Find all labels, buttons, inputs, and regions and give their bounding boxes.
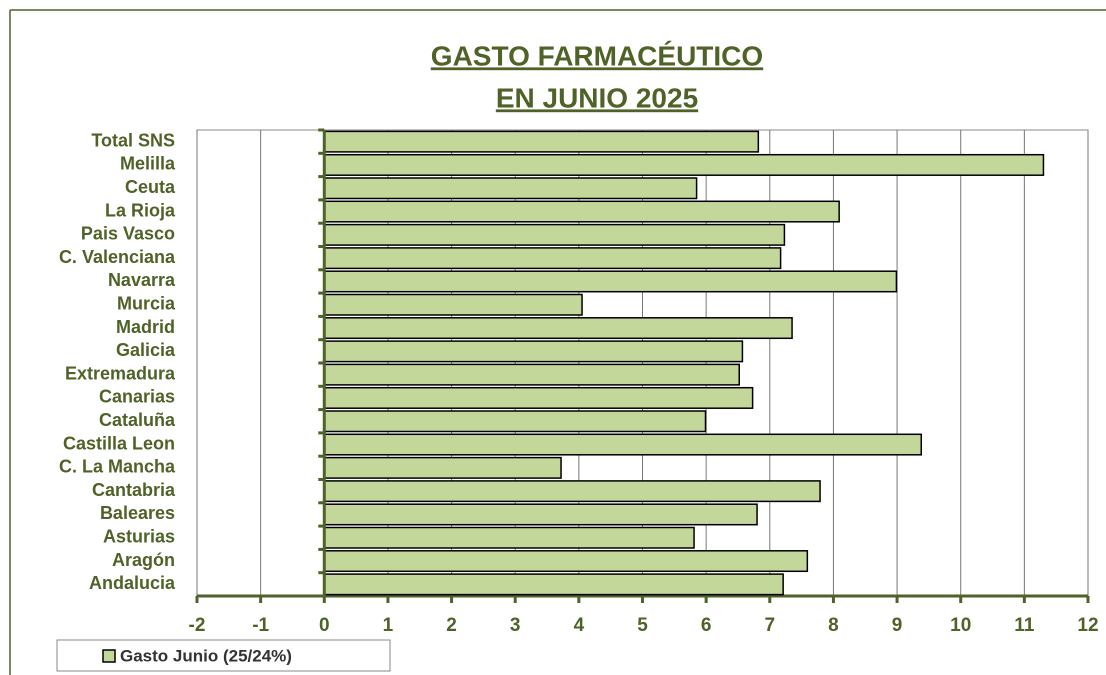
- y-tick-label: Galicia: [116, 340, 176, 360]
- legend-label: Gasto Junio (25/24%): [120, 646, 292, 665]
- bar: [323, 410, 707, 433]
- legend-swatch: [102, 649, 116, 663]
- y-tick-label: Extremadura: [65, 363, 176, 383]
- bar: [323, 340, 744, 363]
- y-tick-label: Pais Vasco: [81, 224, 175, 244]
- bar: [323, 247, 782, 270]
- y-tick-label: C. Valenciana: [59, 247, 176, 267]
- bar: [323, 386, 754, 409]
- bar: [323, 363, 740, 386]
- y-tick-label: Murcia: [117, 294, 176, 314]
- bar: [323, 177, 698, 200]
- y-tick-label: Cataluña: [99, 410, 176, 430]
- x-tick-label: 10: [950, 615, 971, 636]
- y-tick-label: Aragón: [112, 550, 175, 570]
- y-tick-label: Ceuta: [125, 177, 176, 197]
- x-tick-label: 7: [764, 615, 775, 636]
- bar: [323, 480, 821, 503]
- bar: [323, 503, 758, 526]
- chart-title: GASTO FARMACÉUTICO: [431, 40, 763, 71]
- y-tick-label: Melilla: [120, 154, 176, 174]
- bar: [323, 526, 695, 549]
- x-tick-label: 1: [383, 615, 394, 636]
- bar: [323, 456, 562, 479]
- x-tick-label: 4: [574, 615, 585, 636]
- y-tick-label: La Rioja: [105, 200, 176, 220]
- bar: [323, 573, 784, 596]
- bar: [323, 223, 786, 246]
- x-tick-label: -2: [189, 615, 206, 636]
- x-tick-label: 0: [319, 615, 330, 636]
- y-tick-label: Andalucia: [89, 573, 176, 593]
- y-tick-label: Asturias: [103, 527, 175, 547]
- x-tick-label: 8: [828, 615, 839, 636]
- y-tick-label: Cantabria: [92, 480, 176, 500]
- bar: [323, 130, 760, 153]
- y-tick-label: Baleares: [100, 503, 175, 523]
- bar: [323, 433, 923, 456]
- x-tick-label: -1: [252, 615, 269, 636]
- x-tick-label: 11: [1014, 615, 1035, 636]
- chart-title: EN JUNIO 2025: [496, 82, 698, 113]
- x-tick-label: 12: [1077, 615, 1098, 636]
- y-tick-label: Canarias: [99, 387, 175, 407]
- y-tick-label: Madrid: [116, 317, 175, 337]
- y-tick-label: Total SNS: [91, 130, 175, 150]
- y-tick-label: C. La Mancha: [59, 457, 176, 477]
- x-tick-label: 6: [701, 615, 712, 636]
- x-tick-label: 3: [510, 615, 521, 636]
- bar: [323, 550, 809, 573]
- bar: [323, 317, 793, 340]
- x-tick-label: 2: [446, 615, 457, 636]
- x-tick-label: 9: [892, 615, 903, 636]
- bar: [323, 270, 898, 293]
- bar: [323, 153, 1045, 176]
- bar: [323, 200, 840, 223]
- y-tick-label: Navarra: [108, 270, 176, 290]
- x-tick-label: 5: [637, 615, 648, 636]
- y-tick-label: Castilla Leon: [63, 433, 175, 453]
- bar: [323, 293, 583, 316]
